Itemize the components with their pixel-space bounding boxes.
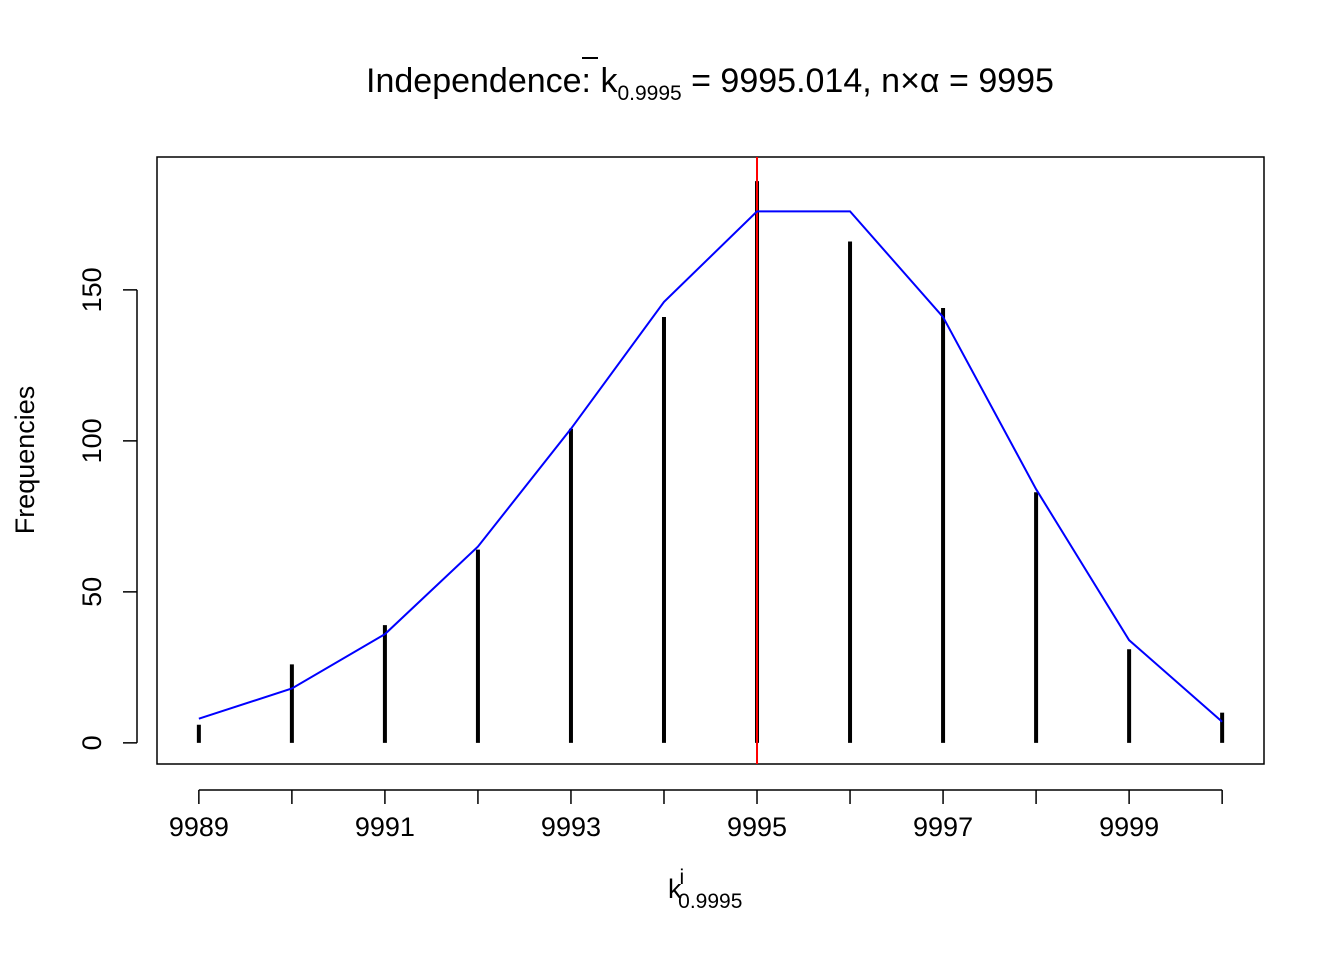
fitted-curve-line bbox=[198, 210, 1223, 723]
chart-title: Independence: k0.9995 = 9995.014, n×α = … bbox=[366, 62, 1054, 105]
x-tick-label: 9999 bbox=[1099, 812, 1159, 842]
y-axis: 0 50 100 150 bbox=[77, 267, 138, 750]
title-middle: = 9995.014, n bbox=[682, 62, 900, 100]
x-axis-label: ki 0.9995 bbox=[668, 866, 742, 913]
y-axis-label: Frequencies bbox=[10, 386, 40, 535]
y-tick-label: 150 bbox=[77, 267, 107, 312]
fitted-curve-group bbox=[198, 210, 1223, 723]
title-alpha: α bbox=[920, 62, 940, 100]
y-tick-label: 100 bbox=[77, 418, 107, 463]
title-prefix: Independence: bbox=[366, 62, 600, 100]
title-kbar-subscript: 0.9995 bbox=[617, 82, 681, 105]
x-tick-label: 9997 bbox=[913, 812, 973, 842]
y-tick-label: 50 bbox=[77, 577, 107, 607]
x-tick-label: 9991 bbox=[355, 812, 415, 842]
y-tick-label: 0 bbox=[77, 735, 107, 750]
x-tick-label: 9993 bbox=[541, 812, 601, 842]
title-kbar: k bbox=[600, 62, 618, 100]
x-axis-label-superscript: i bbox=[680, 866, 685, 889]
x-axis: 9989 9991 9993 9995 9997 9999 bbox=[169, 789, 1223, 842]
x-tick-label: 9995 bbox=[727, 812, 787, 842]
plot-frame bbox=[156, 156, 1265, 765]
x-axis-label-base: k bbox=[668, 874, 682, 904]
x-axis-label-subscript: 0.9995 bbox=[678, 890, 742, 913]
frequency-bars bbox=[196, 181, 1225, 743]
title-suffix: = 9995 bbox=[940, 62, 1054, 100]
x-tick-label: 9989 bbox=[169, 812, 229, 842]
title-times: × bbox=[900, 62, 920, 100]
